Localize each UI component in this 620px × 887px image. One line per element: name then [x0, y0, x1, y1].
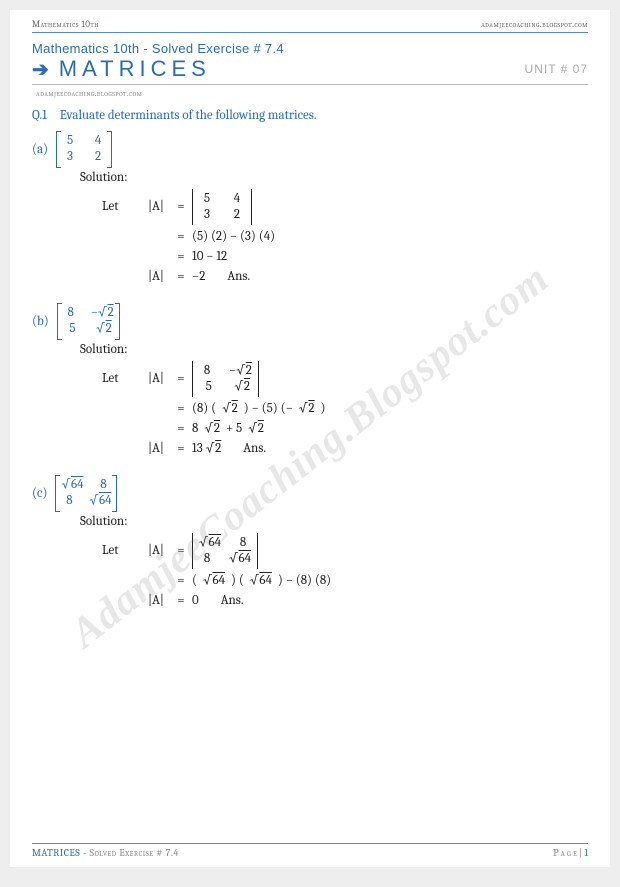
part-c: (c) √648 8√64 [32, 475, 588, 512]
solution-label: Solution: [80, 342, 588, 357]
top-bar: Mathematics 10th adamjeecoaching.blogspo… [32, 20, 588, 32]
title-left: ➔ MATRICES [32, 56, 211, 82]
unit-label: UNIT # 07 [525, 62, 588, 76]
part-a: (a) 54 32 [32, 131, 588, 168]
part-label: (a) [32, 142, 48, 157]
solution-label: Solution: [80, 514, 588, 529]
work-b: Let |A| = 8−√2 5√2 =(8) (√2) − (5) (−√2)… [102, 361, 588, 458]
page-title: MATRICES [59, 56, 211, 82]
work-a: Let |A| = 54 32 =(5) (2) − (3) (4) =10 −… [102, 189, 588, 286]
blog-url-small: adamjeecoaching.blogspot.com [36, 89, 588, 98]
blog-url-top: adamjeecoaching.blogspot.com [481, 20, 588, 30]
question-text: Evaluate determinants of the following m… [60, 108, 317, 123]
solution-label: Solution: [80, 170, 588, 185]
determinant: 8−√2 5√2 [192, 361, 259, 398]
title-row: ➔ MATRICES UNIT # 07 [32, 56, 588, 82]
work-c: Let |A| = √648 8√64 =(√64) (√64) − (8) (… [102, 533, 588, 610]
matrix-a: 54 32 [56, 131, 112, 168]
subtitle: Mathematics 10th - Solved Exercise # 7.4 [32, 41, 588, 56]
part-label: (c) [32, 486, 47, 501]
question-line: Q.1 Evaluate determinants of the followi… [32, 108, 588, 123]
doc-title-small: Mathematics 10th [32, 20, 99, 30]
content: Q.1 Evaluate determinants of the followi… [32, 108, 588, 609]
determinant: √648 8√64 [192, 533, 258, 570]
part-b: (b) 8−√2 5√2 [32, 303, 588, 340]
footer-right: P a g e | 1 [553, 847, 588, 859]
footer-left: MATRICES - Solved Exercise # 7.4 [32, 847, 179, 859]
question-number: Q.1 [32, 108, 47, 123]
determinant: 54 32 [192, 189, 252, 226]
matrix-c: √648 8√64 [55, 475, 117, 512]
divider [32, 84, 588, 85]
arrow-icon: ➔ [32, 57, 49, 81]
part-label: (b) [32, 314, 49, 329]
header: Mathematics 10th - Solved Exercise # 7.4… [32, 33, 588, 84]
page: Mathematics 10th adamjeecoaching.blogspo… [10, 10, 610, 867]
matrix-b: 8−√2 5√2 [57, 303, 120, 340]
footer: MATRICES - Solved Exercise # 7.4 P a g e… [32, 843, 588, 859]
